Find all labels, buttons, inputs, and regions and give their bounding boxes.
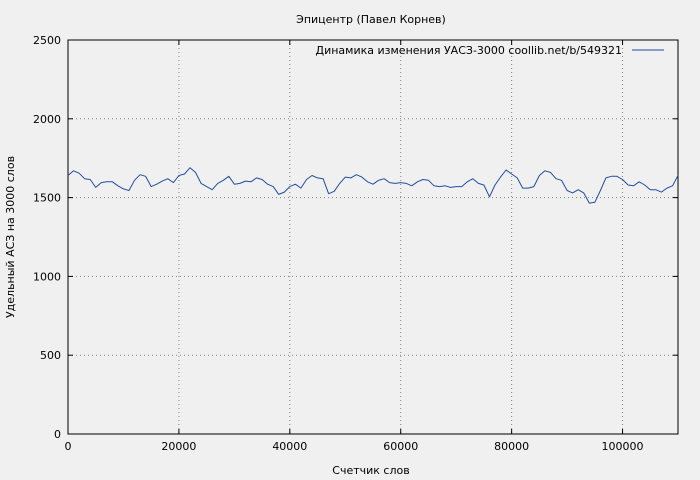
series-layer bbox=[67, 167, 679, 204]
y-tick-label: 1500 bbox=[33, 192, 61, 205]
x-axis-label: Счетчик слов bbox=[332, 464, 409, 477]
x-tick-label: 20000 bbox=[161, 440, 196, 453]
axis-ticks: 0 20000 40000 60000 80000 100000 0 500 1000 1500 2… bbox=[33, 34, 678, 453]
x-tick-label: 0 bbox=[65, 440, 72, 453]
y-tick-label: 1000 bbox=[33, 270, 61, 283]
series-line-0 bbox=[67, 167, 679, 204]
plot-frame bbox=[67, 39, 679, 435]
x-tick-label: 80000 bbox=[494, 440, 529, 453]
x-tick-label: 60000 bbox=[383, 440, 418, 453]
y-tick-label: 500 bbox=[40, 349, 61, 362]
chart-title: Эпицентр (Павел Корнев) bbox=[296, 13, 446, 26]
y-tick-label: 0 bbox=[54, 428, 61, 441]
grid bbox=[68, 40, 678, 434]
x-tick-label: 100000 bbox=[602, 440, 644, 453]
y-tick-label: 2500 bbox=[33, 34, 61, 47]
x-tick-label: 40000 bbox=[272, 440, 307, 453]
legend-label: Динамика изменения УАСЗ-3000 coollib.net… bbox=[316, 44, 623, 57]
y-tick-label: 2000 bbox=[33, 113, 61, 126]
y-axis-label: Удельный АСЗ на 3000 слов bbox=[4, 156, 17, 318]
legend: Динамика изменения УАСЗ-3000 coollib.net… bbox=[316, 44, 664, 57]
